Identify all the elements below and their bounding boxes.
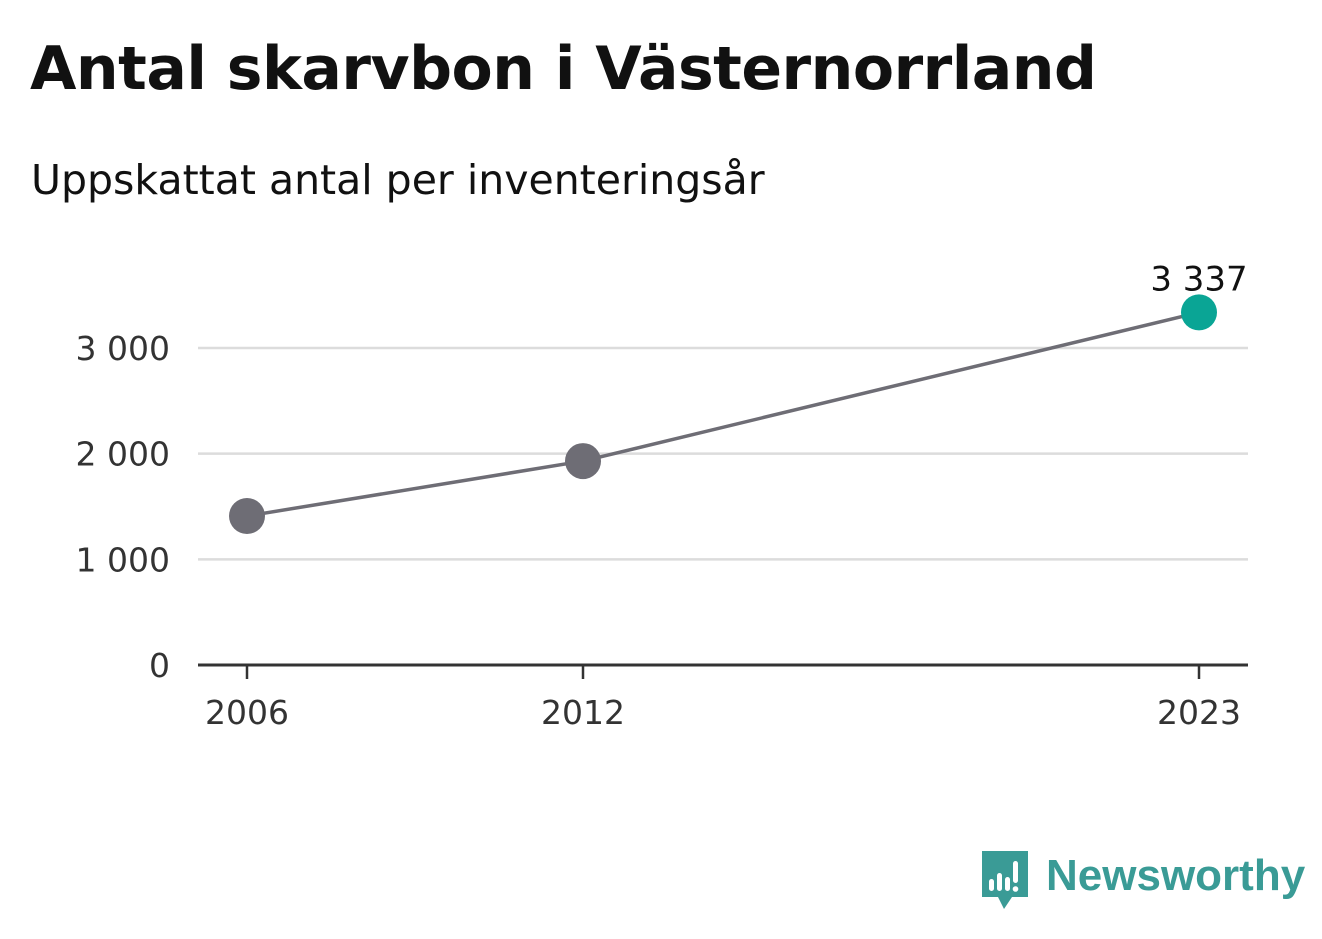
data-point bbox=[229, 498, 265, 535]
chart-subtitle: Uppskattat antal per inventeringsår bbox=[31, 156, 765, 204]
labels: 0 1 000 2 000 3 000 2006 2012 2023 3 337 bbox=[76, 259, 1248, 732]
data-point bbox=[565, 443, 601, 480]
x-tick-label: 2006 bbox=[205, 693, 289, 732]
highlight-point bbox=[1181, 294, 1217, 331]
series-line bbox=[246, 310, 1200, 518]
bar-chart-speech-bubble-icon bbox=[982, 851, 1028, 909]
newsworthy-logo: Newsworthy bbox=[980, 848, 1305, 912]
series-lines bbox=[246, 310, 1200, 518]
y-tick-label: 0 bbox=[149, 646, 170, 685]
y-tick-label: 1 000 bbox=[76, 540, 170, 579]
y-tick-label: 2 000 bbox=[76, 435, 170, 474]
axes bbox=[198, 663, 1248, 679]
x-tick-label: 2023 bbox=[1157, 693, 1241, 732]
grid-lines bbox=[198, 346, 1248, 561]
data-label: 3 337 bbox=[1150, 259, 1247, 299]
y-tick-label: 3 000 bbox=[76, 329, 170, 368]
chart-title: Antal skarvbon i Västernorrland bbox=[30, 34, 1097, 104]
data-points bbox=[229, 294, 1217, 535]
x-tick-label: 2012 bbox=[541, 693, 625, 732]
brand-name: Newsworthy bbox=[1046, 851, 1306, 900]
